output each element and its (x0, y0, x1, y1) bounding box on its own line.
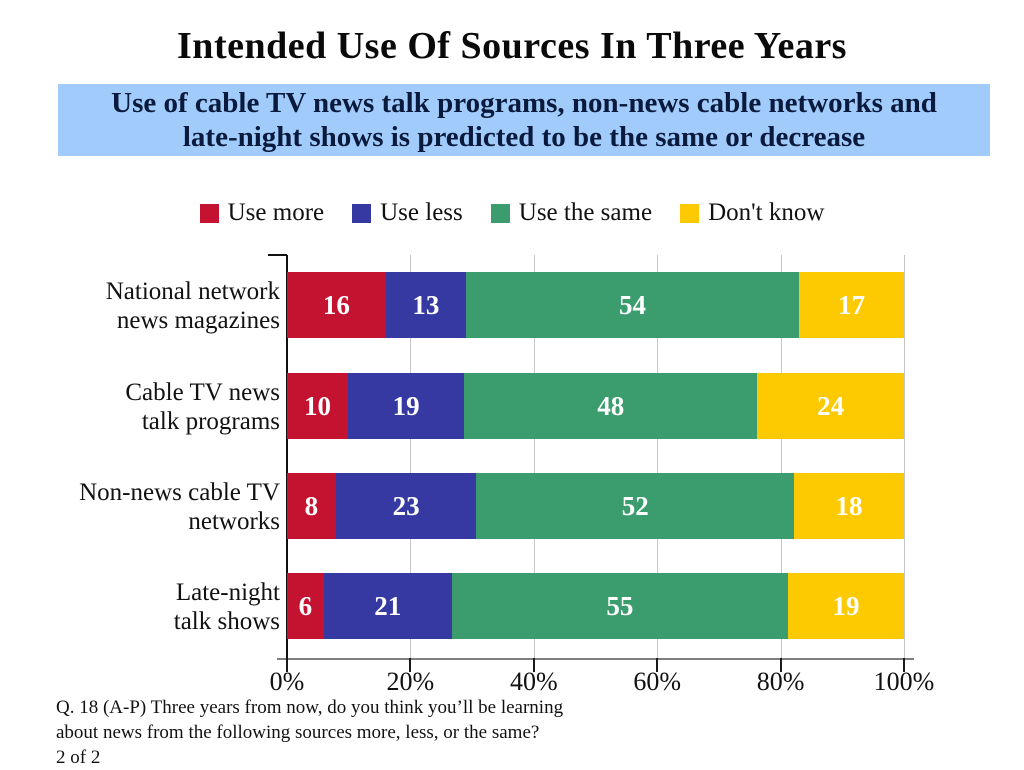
x-axis-tick-label: 80% (756, 667, 805, 696)
bar-value-label: 54 (619, 289, 646, 320)
legend-swatch-don-t-know (680, 203, 700, 223)
x-axis-tick-100% (903, 658, 905, 672)
chart-legend: Use more Use less Use the same Don't know (0, 198, 1024, 228)
bar-segment-use-more: 10 (287, 373, 349, 439)
x-axis-tick-0% (286, 658, 288, 672)
y-axis-line (286, 255, 288, 659)
bar-value-label: 8 (304, 490, 319, 521)
x-axis-tick-label: 0% (269, 667, 305, 696)
y-axis-cap-tick (268, 254, 287, 256)
legend-label: Use more (227, 199, 325, 226)
category-label-national-network-news-magazines: National network news magazines (40, 277, 280, 335)
bar-value-label: 19 (832, 590, 860, 621)
legend-swatch-use-the-same (490, 203, 510, 223)
subtitle-line-2: late-night shows is predicted to be the … (182, 121, 866, 153)
legend-item-use-less: Use less (352, 199, 463, 227)
footnote-line-1: Q. 18 (A-P) Three years from now, do you… (56, 697, 564, 718)
legend-label: Don't know (708, 199, 825, 226)
bar-value-label: 18 (835, 490, 863, 521)
x-axis-tick-60% (656, 658, 659, 672)
gridline-20% (410, 255, 412, 659)
x-axis-line (277, 658, 914, 660)
bar-segment-use-more: 8 (287, 473, 336, 539)
x-axis-tick-20% (409, 658, 412, 672)
x-axis-tick-label: 40% (509, 667, 558, 696)
bar-value-label: 10 (304, 390, 332, 421)
footnote-line-3: 2 of 2 (56, 747, 101, 768)
legend-item-use-more: Use more (199, 199, 325, 227)
bar-segment-don-t-know: 19 (787, 573, 904, 639)
subtitle-line-1: Use of cable TV news talk programs, non-… (111, 87, 937, 119)
x-axis-tick-label: 100% (873, 667, 935, 696)
category-label-line: news magazines (116, 307, 280, 334)
slide-title: Intended Use Of Sources In Three Years (177, 25, 847, 67)
bar-segment-use-more: 6 (287, 573, 324, 639)
x-axis-tick-label: 60% (633, 667, 682, 696)
x-axis-tick-40% (532, 658, 535, 672)
category-label-non-news-cable-tv-networks: Non-news cable TV networks (40, 478, 280, 536)
bar-segment-use-more: 16 (287, 272, 386, 338)
category-label-line: networks (188, 508, 280, 535)
bar-row-non-news-cable-tv-networks: 8 23 52 18 (287, 473, 904, 539)
legend-label: Use less (380, 199, 463, 226)
bar-segment-use-the-same: 48 (464, 373, 758, 439)
footnote: Q. 18 (A-P) Three years from now, do you… (56, 695, 563, 770)
gridline-60% (657, 255, 659, 659)
x-axis-tick-80% (779, 658, 782, 672)
x-axis-tick-label: 20% (386, 667, 435, 696)
bar-value-label: 48 (597, 390, 625, 421)
bar-segment-don-t-know: 24 (757, 373, 904, 439)
category-label-late-night-talk-shows: Late-night talk shows (40, 578, 280, 636)
category-label-line: Non-news cable TV (79, 479, 280, 506)
gridline-80% (780, 255, 782, 659)
category-label-line: Late-night (175, 579, 280, 606)
bar-segment-use-less: 21 (323, 573, 452, 639)
bar-segment-use-the-same: 52 (476, 473, 795, 539)
bar-segment-don-t-know: 17 (799, 272, 904, 338)
bar-segment-use-less: 23 (335, 473, 477, 539)
legend-label: Use the same (518, 199, 653, 226)
bar-segment-use-less: 13 (385, 272, 466, 338)
bar-segment-use-the-same: 55 (451, 573, 788, 639)
bar-value-label: 19 (392, 390, 420, 421)
bar-value-label: 16 (322, 289, 350, 320)
plot-area: 16 13 54 17 10 19 48 24 8 23 52 18 6 21 55 19 (268, 254, 905, 659)
gridline-100% (904, 255, 905, 659)
category-label-line: Cable TV news (125, 379, 280, 406)
bar-value-label: 21 (374, 590, 402, 621)
category-label-cable-tv-news-talk-programs: Cable TV news talk programs (40, 378, 280, 436)
bar-value-label: 6 (298, 590, 313, 621)
bar-value-label: 17 (838, 289, 866, 320)
bar-segment-use-the-same: 54 (465, 272, 800, 338)
bar-row-late-night-talk-shows: 6 21 55 19 (287, 573, 904, 639)
bar-value-label: 55 (606, 590, 634, 621)
legend-swatch-use-less (352, 203, 372, 223)
legend-item-use-the-same: Use the same (490, 199, 653, 227)
footnote-line-2: about news from the following sources mo… (56, 722, 540, 743)
bar-value-label: 24 (817, 390, 845, 421)
bar-row-national-network-news-magazines: 16 13 54 17 (287, 272, 904, 338)
legend-swatch-use-more (199, 203, 219, 223)
category-label-line: National network (105, 278, 280, 305)
subtitle-banner: Use of cable TV news talk programs, non-… (58, 84, 990, 156)
bar-segment-use-less: 19 (348, 373, 465, 439)
bar-row-cable-tv-news-talk-programs: 10 19 48 24 (287, 373, 904, 439)
category-label-line: talk shows (173, 608, 280, 635)
bar-value-label: 23 (392, 490, 420, 521)
bar-value-label: 13 (412, 289, 440, 320)
category-label-line: talk programs (141, 408, 280, 435)
legend-item-don-t-know: Don't know (680, 199, 824, 227)
gridline-40% (533, 255, 535, 659)
bar-value-label: 52 (621, 490, 649, 521)
bar-segment-don-t-know: 18 (794, 473, 904, 539)
